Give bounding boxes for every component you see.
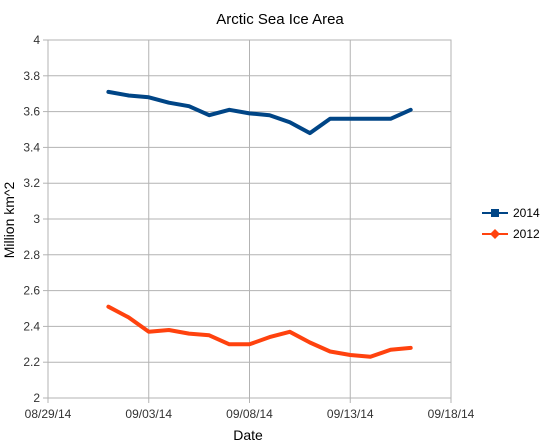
y-tick-label: 2.2	[23, 355, 40, 369]
y-tick-label: 2	[33, 391, 40, 405]
legend-diamond-marker-icon	[490, 229, 500, 239]
x-tick-label: 08/29/14	[25, 407, 72, 421]
x-axis-ticks: 08/29/14 09/03/14 09/08/14 09/13/14 09/18/14	[25, 398, 475, 421]
series-line-2012	[106, 304, 413, 359]
y-tick-label: 3.8	[23, 69, 40, 83]
legend: 2014 2012	[482, 206, 540, 241]
y-tick-label: 2.4	[23, 319, 40, 333]
y-axis-ticks: 2 2.2 2.4 2.6 2.8 3 3.2 3.4 3.6 3.8 4	[23, 33, 48, 405]
y-tick-label: 3	[33, 212, 40, 226]
series-line-2014	[106, 89, 413, 136]
legend-square-marker-icon	[491, 209, 499, 217]
y-tick-label: 3.6	[23, 105, 40, 119]
y-tick-label: 2.6	[23, 284, 40, 298]
y-tick-label: 2.8	[23, 248, 40, 262]
plot-frame	[47, 39, 452, 399]
y-tick-label: 4	[33, 33, 40, 47]
y-tick-label: 3.2	[23, 176, 40, 190]
x-axis-title: Date	[233, 427, 263, 442]
x-tick-label: 09/13/14	[327, 407, 374, 421]
x-tick-label: 09/18/14	[428, 407, 475, 421]
chart-title: Arctic Sea Ice Area	[216, 11, 344, 28]
y-tick-label: 3.4	[23, 140, 40, 154]
y-axis-title: Million km^2	[1, 182, 17, 259]
series-lines	[106, 89, 413, 359]
legend-label-2014: 2014	[513, 206, 540, 220]
x-tick-label: 09/08/14	[226, 407, 273, 421]
legend-label-2012: 2012	[513, 227, 540, 241]
x-tick-label: 09/03/14	[125, 407, 172, 421]
